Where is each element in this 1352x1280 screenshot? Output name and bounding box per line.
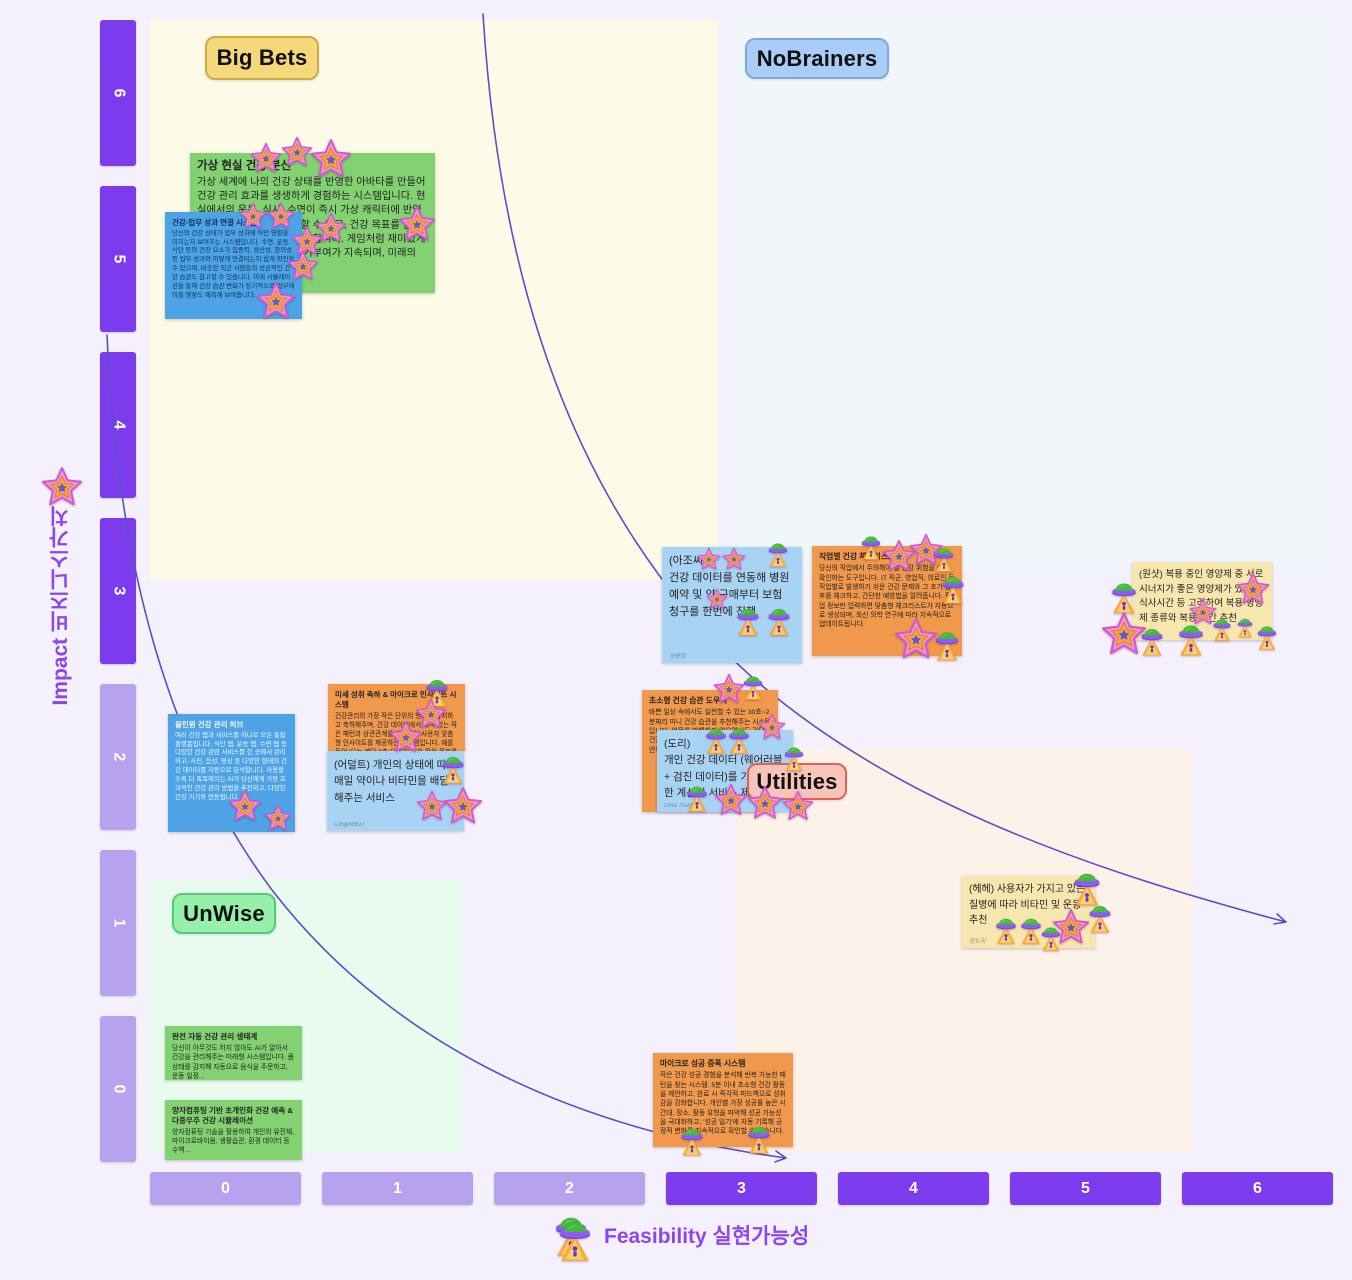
star-sticker[interactable] xyxy=(256,281,296,321)
star-sticker[interactable] xyxy=(228,789,262,823)
star-sticker[interactable] xyxy=(1236,572,1270,606)
y-tick-1: 1 xyxy=(100,850,136,996)
star-sticker[interactable] xyxy=(389,720,423,754)
x-tick-3: 3 xyxy=(666,1172,817,1205)
star-sticker[interactable] xyxy=(250,142,282,174)
quadrant-label-nobrainers[interactable]: NoBrainers xyxy=(745,38,889,79)
x-tick-label: 6 xyxy=(1253,1179,1262,1197)
ufo-sticker[interactable] xyxy=(739,673,767,701)
star-sticker[interactable] xyxy=(281,136,313,168)
x-tick-label: 5 xyxy=(1081,1179,1090,1197)
note-author: 청도리 xyxy=(969,939,986,945)
y-tick-label: 2 xyxy=(110,752,127,762)
ufo-sticker[interactable] xyxy=(763,605,795,637)
x-axis-title: Feasibility 실현가능성 xyxy=(548,1212,809,1258)
note-title: 올인원 건강 관리 허브 xyxy=(175,720,244,729)
x-tick-label: 2 xyxy=(565,1179,574,1197)
y-tick-4: 4 xyxy=(100,352,136,498)
star-sticker[interactable] xyxy=(706,588,728,610)
y-axis-title: Impact 비즈니스가치 xyxy=(46,506,76,706)
star-sticker[interactable] xyxy=(264,804,292,832)
x-tick-0: 0 xyxy=(150,1172,301,1205)
ufo-sticker[interactable] xyxy=(437,753,469,785)
quadrant-nobrainers-area xyxy=(733,20,1333,573)
x-tick-4: 4 xyxy=(838,1172,989,1205)
y-tick-label: 5 xyxy=(110,254,127,264)
y-tick-label: 0 xyxy=(110,1084,127,1094)
y-tick-label: 4 xyxy=(110,420,127,430)
star-sticker[interactable] xyxy=(714,783,748,817)
x-tick-label: 4 xyxy=(909,1179,918,1197)
star-sticker[interactable] xyxy=(443,786,483,826)
note-author: s.mgin0617 xyxy=(334,822,366,828)
note-title: 마이크로 성공 증폭 시스템 xyxy=(660,1059,746,1068)
star-sticker[interactable] xyxy=(747,785,783,821)
ufo-sticker[interactable] xyxy=(764,540,792,568)
ufo-sticker[interactable] xyxy=(857,533,885,561)
star-sticker[interactable] xyxy=(782,790,814,822)
note-body: 양자컴퓨팅 기술을 활용하여 개인의 유전체, 마이크로바이옴, 생활습관, 환… xyxy=(172,1128,296,1155)
y-axis-title-label: Impact 비즈니스가치 xyxy=(49,506,72,706)
y-tick-6: 6 xyxy=(100,20,136,166)
x-axis-title-label: Feasibility 실현가능성 xyxy=(604,1225,810,1248)
y-tick-2: 2 xyxy=(100,684,136,830)
ufo-sticker[interactable] xyxy=(930,545,958,573)
ufo-sticker[interactable] xyxy=(780,744,808,772)
ufo-sticker[interactable] xyxy=(1209,616,1235,642)
y-tick-3: 3 xyxy=(100,518,136,664)
x-tick-label: 3 xyxy=(737,1179,746,1197)
y-tick-label: 6 xyxy=(110,88,127,98)
star-sticker[interactable] xyxy=(398,205,436,243)
note-title: 건강-업무 성과 연결 시스템 xyxy=(172,218,257,227)
ufo-sticker[interactable] xyxy=(732,605,764,637)
ufo-sticker[interactable] xyxy=(937,573,969,605)
ufo-sticker[interactable] xyxy=(1106,579,1142,615)
quadrant-label-unwise[interactable]: UnWise xyxy=(172,893,276,934)
ufo-sticker[interactable] xyxy=(552,1217,598,1263)
star-sticker[interactable] xyxy=(722,547,746,571)
star-sticker[interactable] xyxy=(239,202,267,230)
quadrant-label-big-bets[interactable]: Big Bets xyxy=(205,36,319,80)
x-tick-label: 1 xyxy=(393,1179,402,1197)
ufo-sticker[interactable] xyxy=(682,783,712,813)
x-tick-6: 6 xyxy=(1182,1172,1333,1205)
ufo-sticker[interactable] xyxy=(743,1123,775,1155)
note-title: 완전 자동 건강 관리 생태계 xyxy=(172,1032,258,1041)
note-body: 당신의 건강 상태가 업무 성과에 어떤 영향을 미치는지 보여주는 시스템입니… xyxy=(172,229,297,299)
y-tick-label: 1 xyxy=(110,918,127,928)
x-tick-label: 0 xyxy=(221,1179,230,1197)
x-tick-5: 5 xyxy=(1010,1172,1161,1205)
note-body: 당신이 아무것도 하지 않아도 AI가 알아서 건강을 관리해주는 미래형 시스… xyxy=(172,1044,296,1080)
ufo-sticker[interactable] xyxy=(930,628,964,662)
y-tick-0: 0 xyxy=(100,1016,136,1162)
ufo-sticker[interactable] xyxy=(1173,621,1209,657)
x-tick-1: 1 xyxy=(322,1172,473,1205)
star-sticker[interactable] xyxy=(697,547,721,571)
ufo-sticker[interactable] xyxy=(1037,924,1065,952)
y-tick-label: 3 xyxy=(110,586,127,596)
ufo-sticker[interactable] xyxy=(991,915,1021,945)
ufo-sticker[interactable] xyxy=(724,725,754,755)
ufo-sticker[interactable] xyxy=(1136,625,1168,657)
y-tick-5: 5 xyxy=(100,186,136,332)
star-sticker[interactable] xyxy=(287,250,319,282)
x-tick-2: 2 xyxy=(494,1172,645,1205)
star-sticker[interactable] xyxy=(758,713,786,741)
note-title: 양자컴퓨팅 기반 초개인화 건강 예측 & 다중우주 건강 시뮬레이션 xyxy=(172,1106,293,1125)
ufo-sticker[interactable] xyxy=(676,1125,708,1157)
ufo-sticker[interactable] xyxy=(1253,623,1281,651)
star-sticker[interactable] xyxy=(41,466,83,508)
star-sticker[interactable] xyxy=(310,138,352,180)
note-author: 성영희 xyxy=(669,654,686,660)
